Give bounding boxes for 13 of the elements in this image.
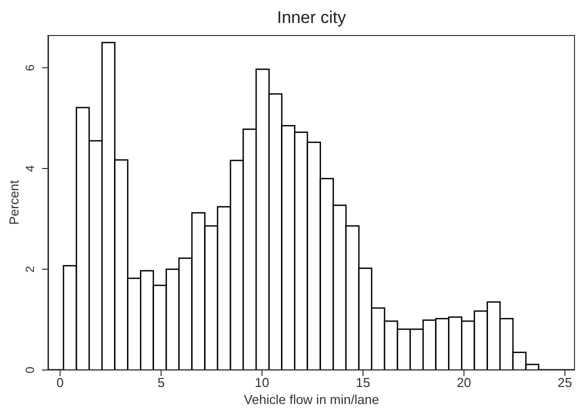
y-tick-label: 0 <box>23 366 37 374</box>
y-tick-label: 2 <box>23 266 37 273</box>
y-tick-label: 6 <box>23 64 37 72</box>
x-tick-label: 10 <box>254 375 270 390</box>
x-tick-label: 25 <box>558 375 572 390</box>
x-axis-title: Vehicle flow in min/lane <box>244 392 380 407</box>
x-tick-label: 5 <box>157 375 165 390</box>
y-axis-title: Percent <box>6 180 22 225</box>
x-tick-label: 15 <box>356 375 370 390</box>
x-tick-label: 0 <box>56 375 64 390</box>
y-tick-label: 4 <box>23 164 37 172</box>
x-tick-label: 20 <box>456 375 472 390</box>
chart-title: Inner city <box>276 8 347 28</box>
